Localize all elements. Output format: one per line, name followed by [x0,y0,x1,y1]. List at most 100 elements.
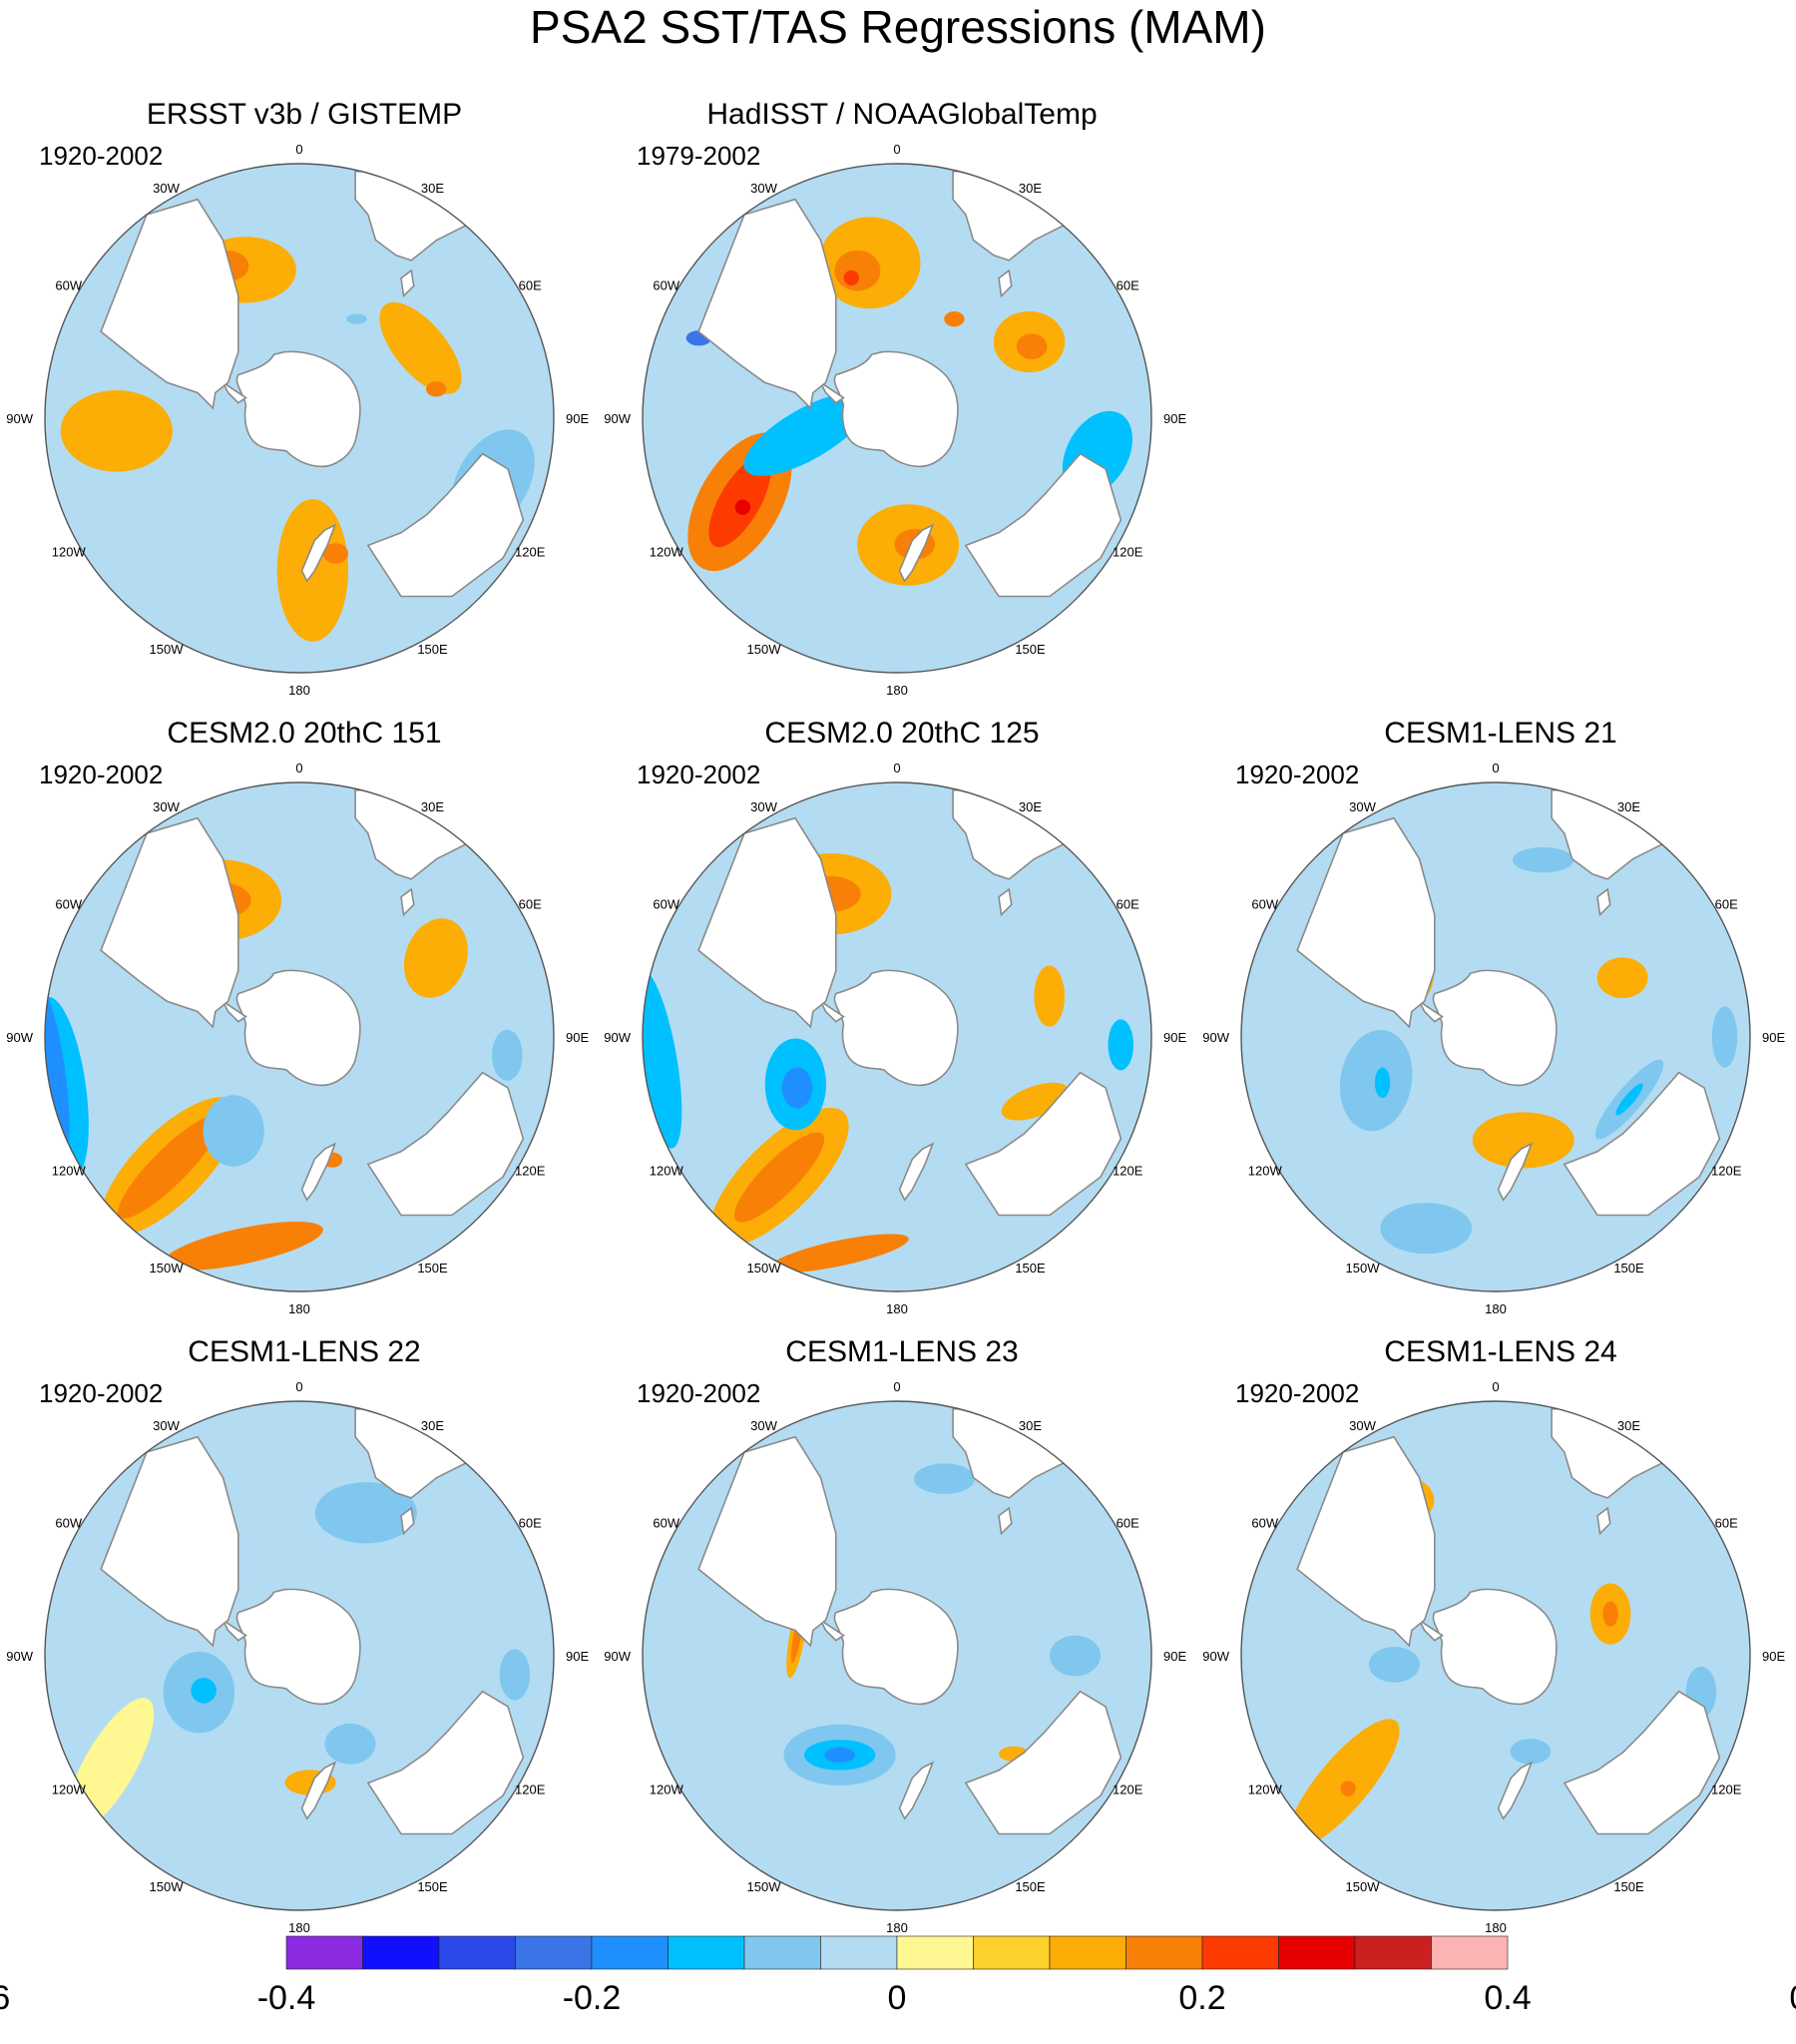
longitude-label: 60W [55,1516,82,1531]
longitude-label: 0 [893,142,900,157]
regression-anomaly [346,313,367,324]
longitude-label: 60W [653,897,679,912]
regression-anomaly [834,250,881,291]
colorbar-swatch [591,1935,669,1970]
longitude-label: 30W [153,799,180,814]
regression-anomaly [1108,1019,1134,1071]
longitude-label: 30E [1019,799,1042,814]
panel-title: CESM2.0 20thC 125 [764,717,1039,750]
regression-anomaly [1374,1067,1391,1099]
period-label: 1979-2002 [637,141,760,171]
colorbar-swatch [1354,1935,1432,1970]
colorbar-swatch [1431,1935,1509,1970]
longitude-label: 90E [1163,1030,1186,1045]
longitude-label: 30W [1349,799,1376,814]
map-boundary [44,781,555,1292]
regression-anomaly [944,310,965,327]
longitude-label: 60E [1117,897,1139,912]
longitude-label: 0 [893,761,900,775]
colorbar-tick-label: -0.4 [257,1979,316,2017]
colorbar-swatch [362,1935,440,1970]
longitude-label: 90W [6,1649,33,1664]
longitude-label: 120E [1711,1783,1742,1797]
regression-anomaly [322,543,349,564]
longitude-label: 90W [604,411,631,426]
regression-anomaly [499,1649,531,1701]
longitude-label: 60E [519,278,542,293]
longitude-label: 90W [6,1030,33,1045]
longitude-label: 90W [1202,1649,1229,1664]
regression-anomaly [1001,1082,1070,1121]
longitude-label: 30E [1617,1418,1640,1433]
longitude-label: 60E [519,1516,542,1531]
longitude-label: 120E [515,1164,546,1179]
longitude-label: 60W [1251,897,1278,912]
regression-anomaly [118,1114,223,1219]
regression-anomaly [781,1067,813,1109]
map-boundary [1240,781,1751,1292]
regression-anomaly [425,381,447,397]
regression-anomaly [734,499,751,515]
longitude-label: 90E [1762,1649,1785,1664]
panel-title: ERSST v3b / GISTEMP [147,98,462,131]
map-panel: 0 30E 60E 90E 120E 150E 180 150W 120W 90W 60W 30W CE… [1202,717,1785,1316]
longitude-label: 90E [566,1030,589,1045]
map-boundary [642,163,1152,674]
colorbar-swatch [973,1935,1051,1970]
longitude-label: 150W [747,642,782,657]
longitude-label: 180 [1485,1920,1507,1935]
longitude-label: 30E [1617,799,1640,814]
regression-anomaly [743,391,870,476]
regression-anomaly [1472,1112,1574,1169]
colorbar-tick-label: -0.2 [563,1979,622,2017]
longitude-label: 90W [1202,1030,1229,1045]
figure-title: PSA2 SST/TAS Regressions (MAM) [530,1,1266,53]
longitude-label: 120W [1248,1164,1283,1179]
regression-anomaly [913,1463,976,1494]
regression-anomaly [324,1723,376,1765]
longitude-label: 180 [288,683,310,698]
longitude-label: 30E [421,1418,444,1433]
colorbar-tick-label: -0.6 [0,1979,10,2017]
longitude-label: 180 [1485,1301,1507,1316]
longitude-label: 150W [747,1261,782,1276]
longitude-label: 150E [417,1261,448,1276]
regression-anomaly [314,1482,417,1544]
regression-anomaly [1510,1739,1552,1765]
longitude-label: 120W [1248,1783,1283,1797]
regression-anomaly [843,269,859,285]
map-panel: 0 30E 60E 90E 120E 150E 180 150W 120W 90W 60W 30W CE… [604,717,1186,1316]
colorbar-swatch [1278,1935,1356,1970]
period-label: 1920-2002 [1235,760,1359,789]
regression-anomaly [1602,1601,1618,1627]
longitude-label: 90E [566,411,589,426]
longitude-label: 30W [1349,1418,1376,1433]
colorbar-swatch [438,1935,516,1970]
map-boundary [44,1400,555,1911]
longitude-label: 90W [604,1649,631,1664]
longitude-label: 120E [1113,545,1143,560]
longitude-label: 120W [52,1164,87,1179]
longitude-label: 120W [650,1164,684,1179]
longitude-label: 60E [1715,1516,1738,1531]
regression-anomaly [769,1234,909,1274]
map-panel: 0 30E 60E 90E 120E 150E 180 150W 120W 90W 60W 30W CE… [6,1335,589,1935]
longitude-label: 90W [6,411,33,426]
colorbar-swatch [820,1935,898,1970]
longitude-label: 90E [1762,1030,1785,1045]
longitude-label: 120W [650,1783,684,1797]
regression-anomaly [1596,957,1648,999]
longitude-label: 0 [295,1379,302,1394]
longitude-label: 30E [421,181,444,196]
colorbar-swatch [668,1935,745,1970]
map-panel: 0 30E 60E 90E 120E 150E 180 150W 120W 90W 60W 30W CE… [1202,1335,1785,1935]
longitude-label: 150E [1015,642,1046,657]
map-panel: 0 30E 60E 90E 120E 150E 180 150W 120W 90W 60W 30W CE… [604,1335,1186,1935]
longitude-label: 150W [150,642,185,657]
longitude-label: 60W [55,897,82,912]
longitude-label: 150E [417,1879,448,1894]
colorbar: -0.6 -0.4 -0.2 0 0.2 0.4 0.6 [0,1935,1796,2017]
longitude-label: 150E [1613,1879,1644,1894]
colorbar-tick-label: 0.6 [1789,1979,1796,2017]
